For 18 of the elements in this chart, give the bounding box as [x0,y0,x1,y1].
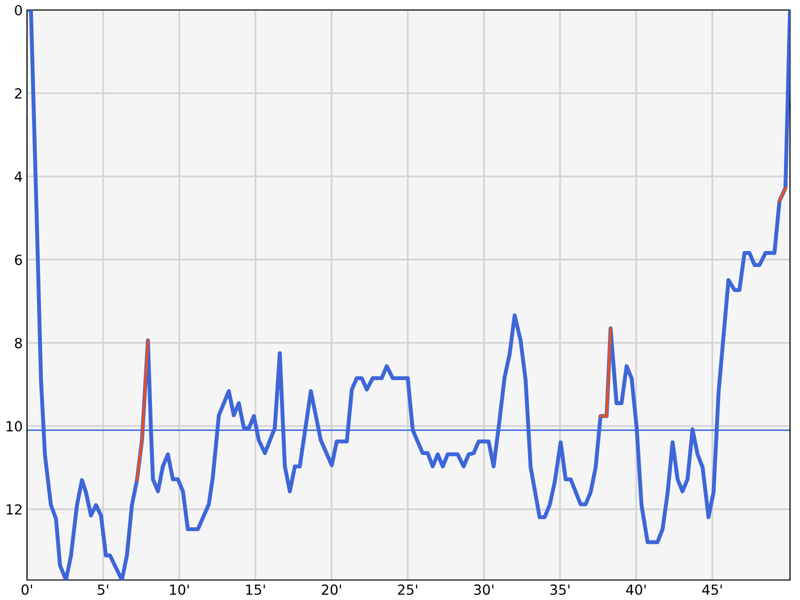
x-tick-label: 0' [22,584,32,595]
x-tick-label: 40' [626,584,646,595]
x-tick-label: 15' [246,584,265,595]
x-tick-label: 5' [98,584,108,595]
y-tick-label: 6 [14,254,22,266]
y-tick-label: 0 [14,4,22,16]
y-tick-label: 10 [6,421,22,432]
y-tick-label: 2 [15,88,22,98]
line-series [27,10,790,580]
y-tick-label: 8 [14,338,22,348]
x-tick-label: 30' [474,584,494,595]
x-tick-label: 20' [322,584,342,595]
x-tick-label: 45' [702,584,722,595]
y-tick-label: 12 [6,504,22,515]
x-tick-label: 25' [398,584,418,595]
x-tick-label: 35' [550,584,570,595]
y-tick-label: 4 [14,172,22,182]
x-tick-label: 10' [170,584,189,595]
